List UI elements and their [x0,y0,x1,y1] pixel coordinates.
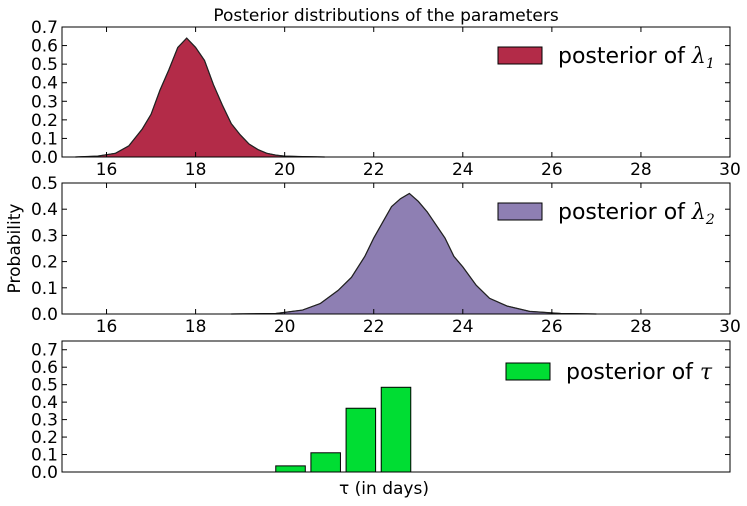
subplot-2: 0.0 0.1 0.2 0.3 0.4 0.5 16 18 20 22 24 26 28 30 Probab… [5,174,741,337]
legend-swatch [497,202,543,221]
x-tick-label: 30 [719,160,741,180]
y-tick-label: 0.6 [31,37,58,57]
x-tick-label: 16 [96,317,118,337]
y-tick-label: 0.3 [31,411,58,431]
y-tick-label: 0.1 [31,446,58,466]
y-tick-label: 0.7 [31,341,58,361]
y-tick-label: 0.7 [31,18,58,38]
axes-frame [61,26,731,158]
y-tick-label: 0.0 [31,463,58,483]
y-tick-label: 0.3 [31,92,58,112]
legend-label: posterior of λ1 [558,44,715,72]
bar-2 [310,452,341,473]
chart-title: Posterior distributions of the parameter… [213,6,559,26]
x-tick-label: 18 [185,160,207,180]
bar-3 [345,407,377,473]
axes-frame [61,182,731,315]
y-tick-label: 0.2 [31,253,58,273]
y-tick-label: 0.3 [31,226,58,246]
y-tick-label: 0.4 [31,74,58,94]
y-tick-label: 0.1 [31,279,58,299]
legend: posterior of τ [505,360,713,385]
y-tick-label: 0.4 [31,200,58,220]
x-tick-label: 18 [185,317,207,337]
y-tick-label: 0.1 [31,129,58,149]
legend-swatch [497,46,543,65]
histogram-area [75,37,325,158]
x-tick-label: 30 [719,317,741,337]
x-tick-label: 22 [363,317,385,337]
x-tick-label: 22 [363,160,385,180]
x-tick-label: 20 [274,317,296,337]
y-tick-label: 0.4 [31,393,58,413]
x-tick-label: 28 [630,317,652,337]
x-tick-label: 26 [541,317,563,337]
legend: posterior of λ2 [497,200,715,228]
subplot-3: 0.00.10.20.30.40.50.60.7 τ (in days) poste… [31,340,731,499]
y-tick-label: 0.2 [31,428,58,448]
x-tick-label: 16 [96,160,118,180]
legend: posterior of λ1 [497,44,715,72]
y-tick-label: 0.2 [31,111,58,131]
subplot-1: 0.00.10.20.30.40.50.60.7 16 18 20 22 24 26 28 30… [31,6,741,180]
x-tick-label: 26 [541,160,563,180]
x-tick-label: 28 [630,160,652,180]
histogram-outline [231,192,597,315]
histogram-outline [75,37,325,158]
y-tick-label: 0.5 [31,174,58,194]
x-tick-label: 24 [452,160,474,180]
legend-swatch [505,362,551,381]
bar-4 [380,386,412,473]
x-axis-label: τ (in days) [339,479,429,499]
x-tick-label: 24 [452,317,474,337]
legend-label: posterior of λ2 [558,200,715,228]
bar-1 [275,465,306,473]
y-axis-label: Probability [5,204,25,294]
y-tick-label: 0.5 [31,55,58,75]
y-tick-label: 0.0 [31,148,58,168]
y-tick-label: 0.0 [31,305,58,325]
y-tick-label: 0.5 [31,376,58,396]
axes-frame [61,340,731,473]
y-tick-label: 0.6 [31,358,58,378]
x-tick-label: 20 [274,160,296,180]
legend-label: posterior of τ [566,360,713,385]
